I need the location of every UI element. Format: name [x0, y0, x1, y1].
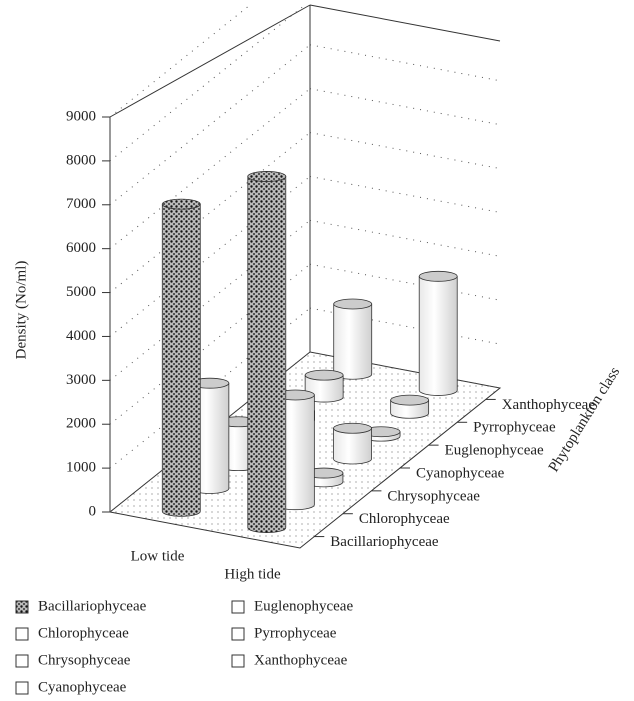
bar-body [247, 176, 287, 533]
legend-label: Euglenophyceae [254, 598, 353, 614]
bar [418, 270, 458, 396]
bar [161, 198, 201, 517]
bar-top [333, 422, 372, 434]
bar-body [161, 203, 201, 517]
legend-label: Chrysophyceae [38, 652, 131, 668]
grid-line [309, 307, 501, 345]
grid-line [109, 176, 311, 337]
grid-line [309, 88, 501, 126]
grid-line [109, 5, 304, 162]
z-tick-label: Euglenophyceae [445, 443, 544, 459]
wall-edge [309, 4, 501, 42]
legend-swatch [231, 654, 245, 668]
grid-line [109, 132, 311, 293]
z-tick-label: Bacillariophyceae [330, 534, 439, 550]
y-tick-label: 8000 [66, 152, 96, 168]
bar-top [390, 394, 430, 406]
grid-line [109, 44, 311, 206]
legend-label: Chlorophyceae [38, 625, 129, 641]
z-axis-title: Phytoplankton class [546, 364, 623, 475]
legend-swatch [15, 627, 29, 641]
grid-line [109, 263, 311, 425]
y-tick-label: 3000 [66, 372, 96, 388]
x-tick-label: Low tide [131, 548, 185, 564]
legend-label: Bacillariophyceae [38, 598, 147, 614]
y-tick-label: 6000 [66, 240, 96, 256]
z-tick-label: Chrysophyceae [387, 488, 480, 504]
legend-label: Xanthophyceae [254, 652, 348, 668]
y-axis-title: Density (No/ml) [13, 261, 29, 360]
wall-edge [109, 4, 311, 118]
y-tick-label: 1000 [66, 460, 96, 476]
bar-body [333, 427, 372, 465]
legend-label: Cyanophyceae [38, 679, 127, 695]
y-tick-label: 0 [89, 503, 97, 519]
z-tick-label: Cyanophyceae [416, 465, 505, 481]
z-tick-label: Xanthophyceae [502, 397, 596, 413]
z-tick-label: Pyrrophyceae [473, 420, 556, 436]
legend-swatch [15, 654, 29, 668]
grid-line [109, 88, 311, 250]
legend-swatch [231, 627, 245, 641]
bar-top [333, 298, 373, 310]
x-tick-label: High tide [224, 566, 281, 582]
z-tick-label: Chlorophyceae [359, 511, 450, 527]
bar-top [247, 171, 287, 182]
grid-line [309, 263, 501, 301]
bar [390, 394, 430, 419]
y-tick-label: 9000 [66, 108, 96, 124]
legend-label: Pyrrophyceae [254, 625, 337, 641]
bar [333, 298, 373, 380]
bar-body [418, 275, 458, 396]
legend-swatch [15, 600, 29, 614]
bar-top [304, 369, 344, 381]
bar-top [418, 270, 458, 282]
y-tick-label: 4000 [66, 328, 96, 344]
bar-body [333, 303, 373, 380]
grid-line [109, 5, 250, 118]
grid-line [309, 219, 501, 257]
grid-line [109, 307, 311, 469]
legend-swatch [15, 681, 29, 695]
grid-line [109, 219, 311, 381]
grid-line [309, 175, 501, 213]
y-tick-label: 2000 [66, 416, 96, 432]
legend-swatch [231, 600, 245, 614]
bar [333, 422, 372, 465]
y-tick-label: 7000 [66, 196, 96, 212]
y-tick-label: 5000 [66, 284, 96, 300]
bar-top [161, 198, 201, 210]
grid-line [309, 44, 501, 82]
grid-line [309, 132, 501, 170]
grid-line [109, 351, 311, 513]
grid-line [309, 351, 501, 389]
bar [247, 171, 287, 533]
